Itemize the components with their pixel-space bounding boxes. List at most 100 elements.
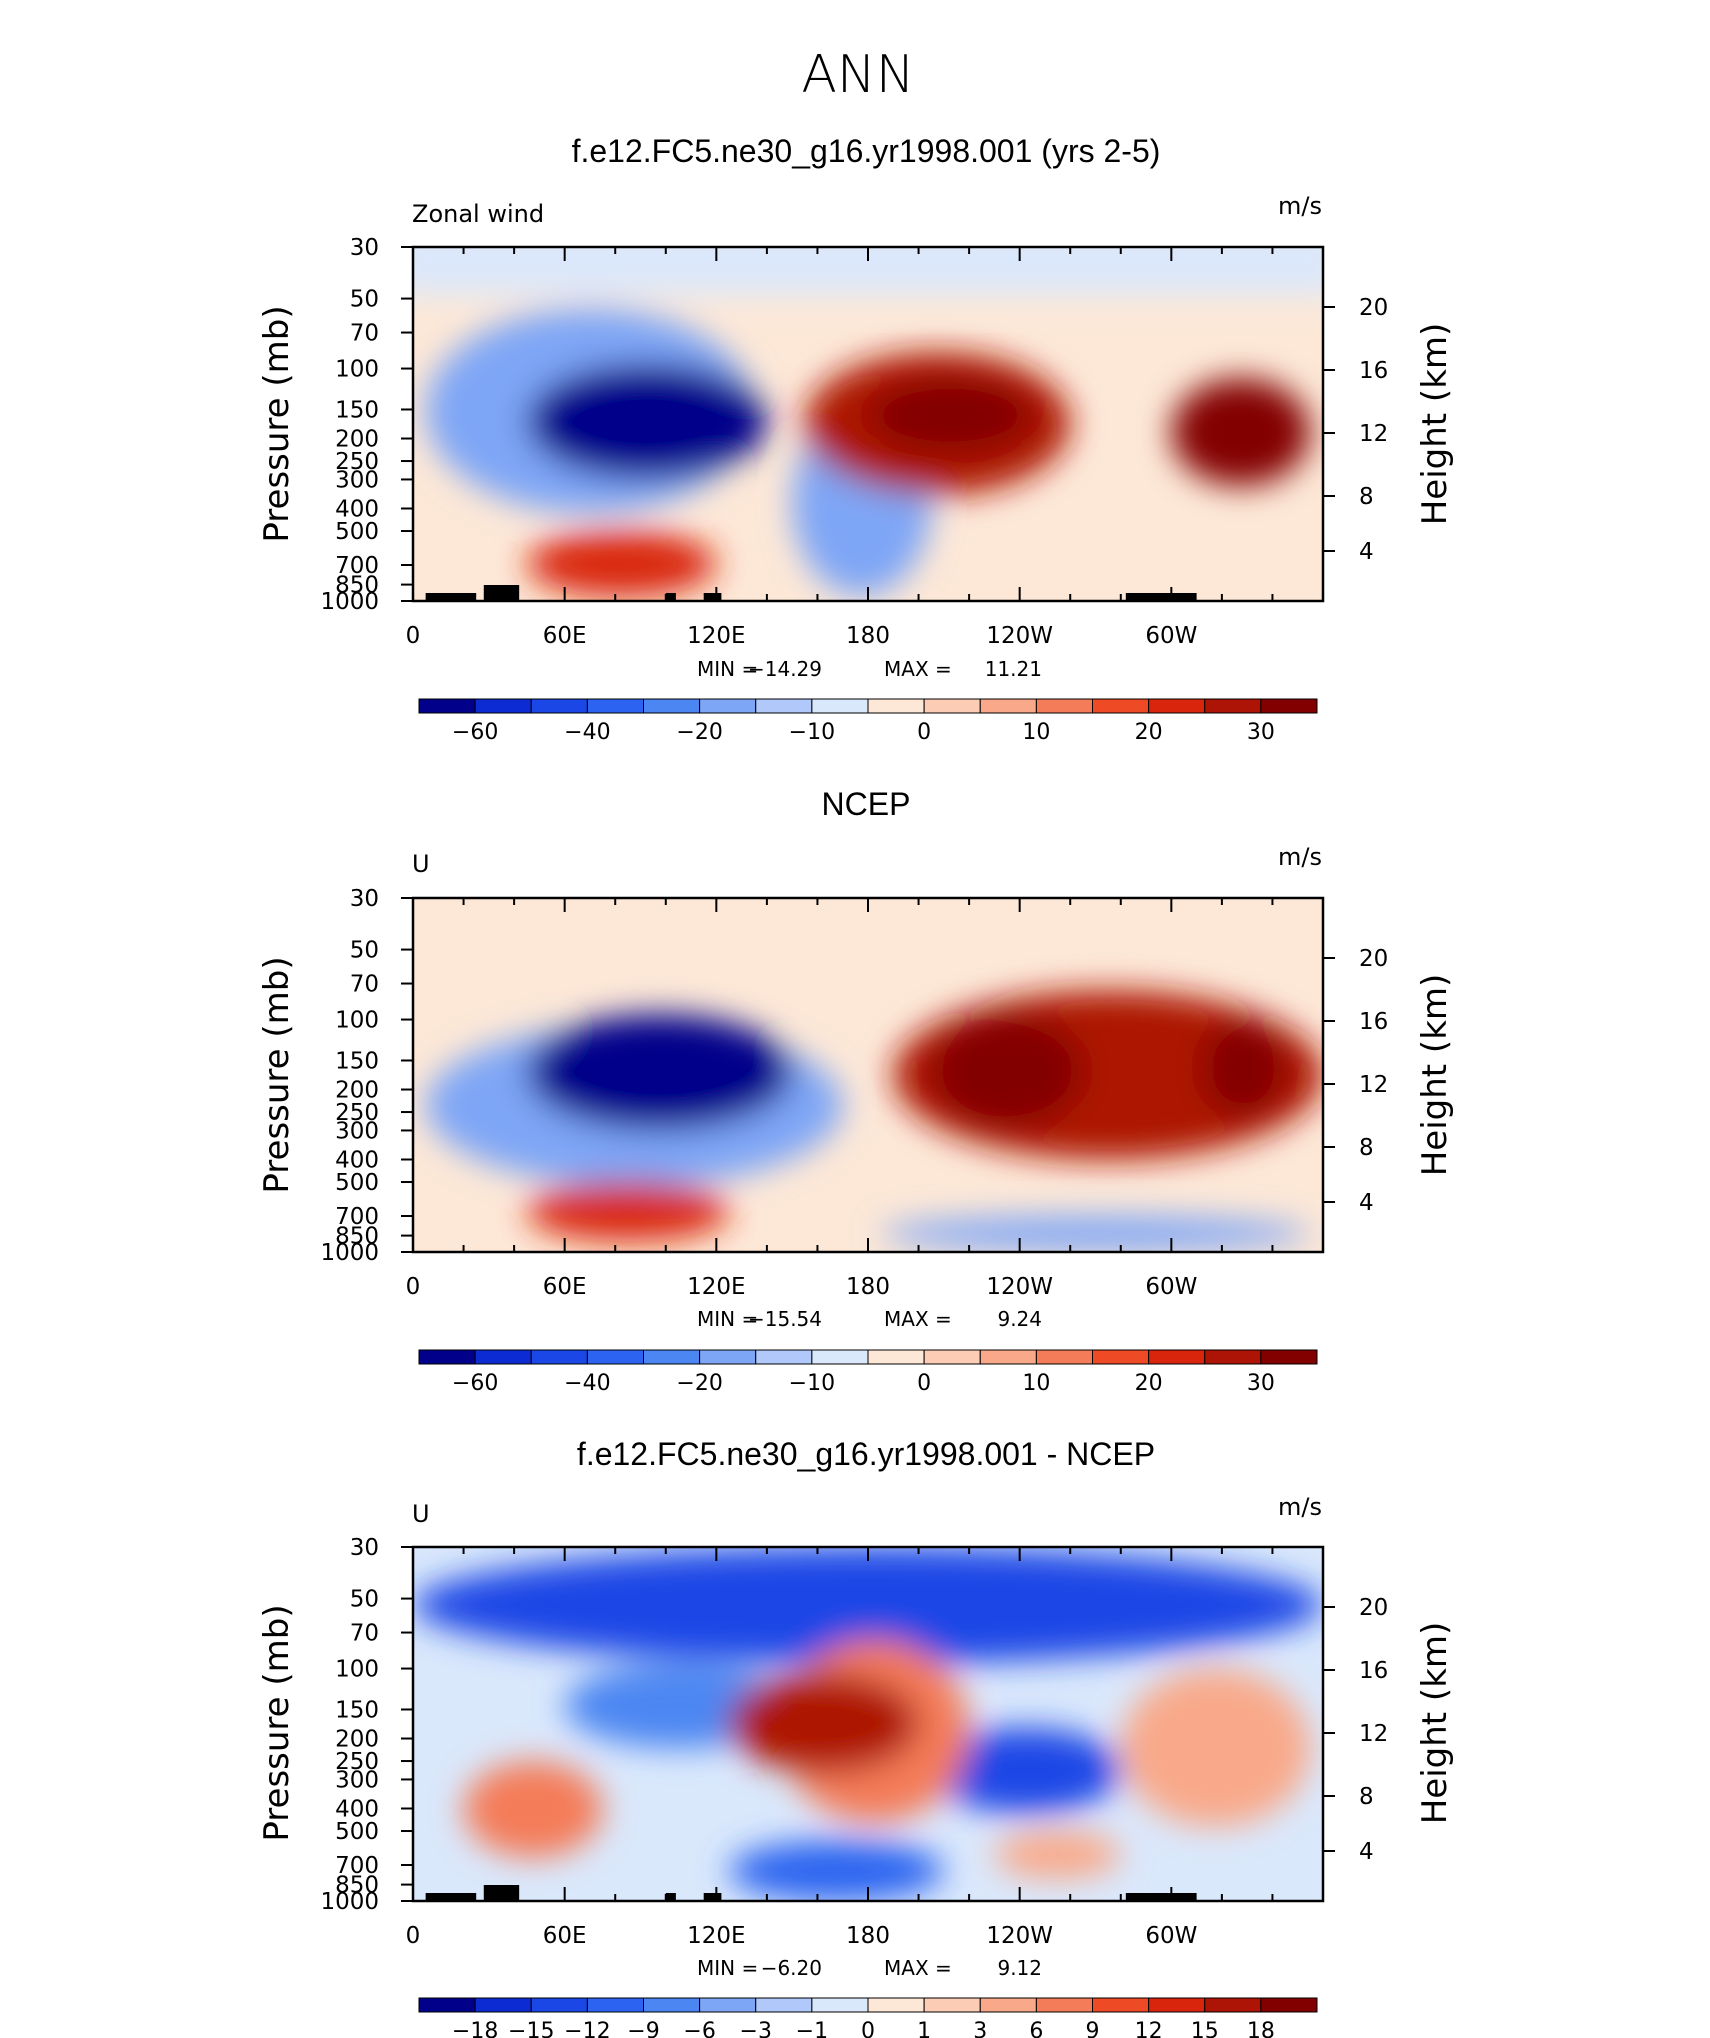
y2-tick-label: 20 <box>1359 946 1388 972</box>
colorbar-label: 30 <box>1247 1371 1275 1396</box>
colorbar-label: −40 <box>564 720 610 745</box>
min-label: MIN = <box>697 1307 758 1331</box>
colorbar-swatch <box>474 1349 532 1365</box>
x-tick-label: 180 <box>846 1274 890 1300</box>
contour-region-8 <box>1216 395 1273 426</box>
contour-region-3 <box>526 363 767 480</box>
y-tick-label: 70 <box>350 321 379 347</box>
colorbar-label: −1 <box>796 2019 828 2038</box>
colorbar-swatch <box>586 1997 644 2013</box>
colorbar-swatch <box>979 1349 1037 1365</box>
colorbar-label: −20 <box>676 1371 722 1396</box>
figure-title: ANN <box>801 45 914 105</box>
colorbar-swatch <box>1035 1997 1093 2013</box>
land-mask <box>1125 1893 1197 1901</box>
colorbar-swatch <box>474 1997 532 2013</box>
colorbar-swatch <box>699 698 757 714</box>
colorbar-swatch <box>1148 1349 1206 1365</box>
x-tick-label: 60W <box>1145 1274 1197 1300</box>
y-tick-label: 250 <box>335 449 379 475</box>
y-tick-label: 30 <box>350 886 379 912</box>
y-tick-label: 70 <box>350 1621 379 1647</box>
land-mask <box>703 1893 722 1901</box>
colorbar-label: −15 <box>508 2019 554 2038</box>
panel-diff: f.e12.FC5.ne30_g16.yr1998.001 - NCEP U m… <box>257 1436 1455 2038</box>
y-tick-label: 30 <box>350 1535 379 1561</box>
y-axis-label: Pressure (mb) <box>257 1604 297 1841</box>
colorbar-swatch <box>811 1349 869 1365</box>
colorbar-label: 15 <box>1191 2019 1219 2038</box>
land-mask <box>425 1893 477 1901</box>
y-tick-label: 400 <box>335 1147 379 1173</box>
y-tick-label: 100 <box>335 357 379 383</box>
contour-region-4 <box>729 1840 944 1901</box>
land-mask <box>1125 593 1197 601</box>
y-tick-label: 50 <box>350 1587 379 1613</box>
contour-region-6 <box>868 378 1033 453</box>
contour-region-9 <box>994 1831 1121 1879</box>
colorbar-swatch <box>1204 1349 1262 1365</box>
y-tick-label: 250 <box>335 1749 379 1775</box>
left-corner-label: U <box>412 1500 430 1528</box>
x-tick-label: 60E <box>543 1923 587 1949</box>
x-tick-label: 120E <box>687 623 745 649</box>
panel-model: f.e12.FC5.ne30_g16.yr1998.001 (yrs 2-5) … <box>257 133 1455 745</box>
colorbar-swatch <box>979 1997 1037 2013</box>
panel-title: f.e12.FC5.ne30_g16.yr1998.001 - NCEP <box>577 1436 1155 1472</box>
y-tick-label: 250 <box>335 1100 379 1126</box>
y-tick-label: 200 <box>335 427 379 453</box>
colorbar-swatch <box>699 1349 757 1365</box>
x-tick-label: 60W <box>1145 1923 1197 1949</box>
colorbar-label: −3 <box>740 2019 772 2038</box>
contour-region-7 <box>1201 1019 1286 1117</box>
max-value: 9.24 <box>997 1307 1042 1331</box>
colorbar: −60 −40 −20 −10 0 10 20 30 <box>418 1349 1318 1396</box>
land-mask <box>483 585 520 601</box>
y-tick-label: 700 <box>335 553 379 579</box>
contour-region-3 <box>589 1057 666 1071</box>
left-corner-label: U <box>412 850 430 878</box>
y-tick-label: 1000 <box>320 1889 379 1915</box>
colorbar-label: −18 <box>452 2019 498 2038</box>
y-tick-label: 500 <box>335 1819 379 1845</box>
contour-region-8 <box>463 1761 603 1858</box>
colorbar-swatch <box>1260 1349 1318 1365</box>
x-tick-label: 0 <box>406 623 421 649</box>
colorbar-swatch <box>755 1349 813 1365</box>
y-tick-label: 400 <box>335 1796 379 1822</box>
y-tick-label: 150 <box>335 1697 379 1723</box>
max-value: 11.21 <box>985 657 1042 681</box>
y2-tick-label: 4 <box>1359 1190 1374 1216</box>
y-tick-label: 700 <box>335 1853 379 1879</box>
y-tick-label: 50 <box>350 287 379 313</box>
y-tick-label: 70 <box>350 972 379 998</box>
y-tick-label: 1000 <box>320 1240 379 1266</box>
units-label: m/s <box>1278 192 1322 220</box>
colorbar-swatch <box>1260 698 1318 714</box>
colorbar-swatch <box>418 698 476 714</box>
panel-obs: NCEP U m/s Pressure (mb) Height (km) 0 60… <box>257 786 1455 1396</box>
colorbar-swatch <box>643 1997 701 2013</box>
colorbar-swatch <box>867 1349 925 1365</box>
x-tick-label: 180 <box>846 1923 890 1949</box>
colorbar-label: 1 <box>917 2019 931 2038</box>
contour-region-8 <box>526 1182 729 1242</box>
max-label: MAX = <box>884 1307 952 1331</box>
colorbar-swatch <box>755 698 813 714</box>
left-corner-label: Zonal wind <box>412 200 544 228</box>
y-tick-label: 100 <box>335 1008 379 1034</box>
x-tick-label: 0 <box>406 1923 421 1949</box>
panel-title: NCEP <box>822 786 911 822</box>
units-label: m/s <box>1278 843 1322 871</box>
colorbar-label: 3 <box>973 2019 987 2038</box>
x-tick-label: 120E <box>687 1274 745 1300</box>
colorbar-swatch <box>1035 698 1093 714</box>
colorbar-label: 0 <box>917 1371 931 1396</box>
y2-tick-label: 4 <box>1359 1839 1374 1865</box>
x-tick-label: 60E <box>543 1274 587 1300</box>
y2-tick-label: 12 <box>1359 1072 1388 1098</box>
colorbar-swatch <box>1204 698 1262 714</box>
